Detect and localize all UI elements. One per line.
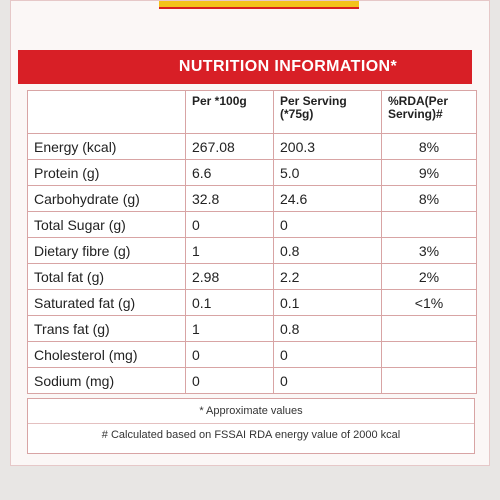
per-serving-value: 200.3 bbox=[273, 133, 382, 160]
table-row: Cholesterol (mg) 0 0 bbox=[27, 341, 477, 368]
table-row: Sodium (mg) 0 0 bbox=[27, 367, 477, 394]
per-100g-value: 0 bbox=[185, 341, 274, 368]
per-serving-value: 2.2 bbox=[273, 263, 382, 290]
table-row: Dietary fibre (g) 1 0.8 3% bbox=[27, 237, 477, 264]
per-serving-value: 0.8 bbox=[273, 315, 382, 342]
nutrient-name: Protein (g) bbox=[27, 159, 186, 186]
per-serving-value: 0 bbox=[273, 211, 382, 238]
nutrient-name: Energy (kcal) bbox=[27, 133, 186, 160]
nutrient-name: Trans fat (g) bbox=[27, 315, 186, 342]
rda-value: 2% bbox=[381, 263, 477, 290]
nutrient-name: Total Sugar (g) bbox=[27, 211, 186, 238]
nutrient-name: Saturated fat (g) bbox=[27, 289, 186, 316]
footnote-rda: # Calculated based on FSSAI RDA energy v… bbox=[101, 429, 401, 441]
nutrient-name: Dietary fibre (g) bbox=[27, 237, 186, 264]
per-serving-value: 0.1 bbox=[273, 289, 382, 316]
table-header-row: Per *100g Per Serving (*75g) %RDA(Per Se… bbox=[27, 90, 477, 134]
per-100g-value: 2.98 bbox=[185, 263, 274, 290]
per-100g-value: 267.08 bbox=[185, 133, 274, 160]
package-top-accent bbox=[159, 1, 359, 9]
nutrition-table: Per *100g Per Serving (*75g) %RDA(Per Se… bbox=[27, 90, 477, 394]
rda-value bbox=[381, 341, 477, 368]
per-serving-value: 0 bbox=[273, 341, 382, 368]
per-serving-value: 5.0 bbox=[273, 159, 382, 186]
rda-value: 9% bbox=[381, 159, 477, 186]
header-bar-left bbox=[18, 50, 104, 84]
header-per-serving: Per Serving (*75g) bbox=[273, 90, 382, 134]
per-100g-value: 32.8 bbox=[185, 185, 274, 212]
table-row: Total Sugar (g) 0 0 bbox=[27, 211, 477, 238]
per-100g-value: 1 bbox=[185, 315, 274, 342]
header-nutrient bbox=[27, 90, 186, 134]
rda-value: <1% bbox=[381, 289, 477, 316]
table-row: Protein (g) 6.6 5.0 9% bbox=[27, 159, 477, 186]
per-100g-value: 0.1 bbox=[185, 289, 274, 316]
rda-value bbox=[381, 211, 477, 238]
rda-value: 8% bbox=[381, 185, 477, 212]
per-serving-value: 0.8 bbox=[273, 237, 382, 264]
table-row: Carbohydrate (g) 32.8 24.6 8% bbox=[27, 185, 477, 212]
table-row: Energy (kcal) 267.08 200.3 8% bbox=[27, 133, 477, 160]
nutrient-name: Total fat (g) bbox=[27, 263, 186, 290]
header-rda: %RDA(Per Serving)# bbox=[381, 90, 477, 134]
per-100g-value: 6.6 bbox=[185, 159, 274, 186]
per-100g-value: 1 bbox=[185, 237, 274, 264]
rda-value bbox=[381, 315, 477, 342]
rda-value: 3% bbox=[381, 237, 477, 264]
footnote-approximate: * Approximate values bbox=[199, 405, 303, 417]
table-row: Saturated fat (g) 0.1 0.1 <1% bbox=[27, 289, 477, 316]
rda-value bbox=[381, 367, 477, 394]
nutrition-title: NUTRITION INFORMATION* bbox=[104, 50, 472, 84]
footnotes: * Approximate values # Calculated based … bbox=[27, 398, 475, 454]
footnote-divider bbox=[28, 423, 474, 424]
per-serving-value: 0 bbox=[273, 367, 382, 394]
table-row: Trans fat (g) 1 0.8 bbox=[27, 315, 477, 342]
per-100g-value: 0 bbox=[185, 367, 274, 394]
per-100g-value: 0 bbox=[185, 211, 274, 238]
header-per-100g: Per *100g bbox=[185, 90, 274, 134]
rda-value: 8% bbox=[381, 133, 477, 160]
nutrient-name: Cholesterol (mg) bbox=[27, 341, 186, 368]
table-row: Total fat (g) 2.98 2.2 2% bbox=[27, 263, 477, 290]
nutrient-name: Carbohydrate (g) bbox=[27, 185, 186, 212]
nutrition-title-text: NUTRITION INFORMATION* bbox=[178, 58, 398, 75]
nutrient-name: Sodium (mg) bbox=[27, 367, 186, 394]
per-serving-value: 24.6 bbox=[273, 185, 382, 212]
